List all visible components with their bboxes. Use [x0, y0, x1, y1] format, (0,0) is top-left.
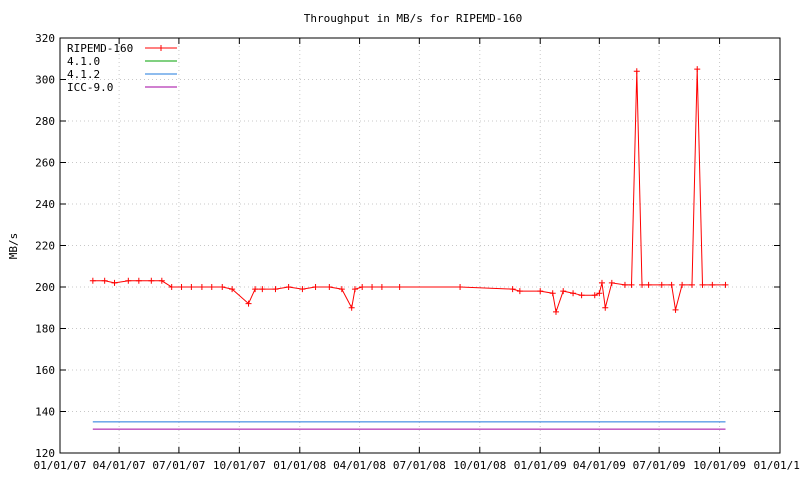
data-point	[348, 304, 355, 311]
y-tick-label: 140	[35, 406, 55, 419]
data-point	[688, 281, 695, 288]
y-tick-label: 300	[35, 74, 55, 87]
data-point	[208, 284, 215, 290]
series-line-0	[92, 69, 726, 314]
x-tick-label: 04/01/07	[93, 459, 146, 472]
series-lines	[89, 66, 729, 430]
data-point	[709, 281, 716, 288]
data-point	[198, 284, 205, 290]
data-point	[639, 281, 646, 288]
x-tick-label: 07/01/07	[152, 459, 205, 472]
data-point	[272, 286, 279, 293]
chart-title: Throughput in MB/s for RIPEMD-160	[304, 12, 523, 25]
data-point	[552, 308, 559, 315]
data-point	[285, 284, 292, 290]
data-point	[125, 277, 132, 284]
x-tick-label: 01/01/10	[754, 459, 800, 472]
data-point	[621, 281, 628, 288]
data-point	[570, 290, 577, 297]
data-point	[326, 284, 333, 290]
data-point	[633, 68, 640, 75]
data-point	[560, 288, 567, 295]
y-tick-label: 200	[35, 281, 55, 294]
y-axis-label: MB/s	[7, 233, 20, 260]
data-point	[591, 292, 598, 299]
data-point	[602, 304, 609, 311]
data-point	[178, 284, 185, 290]
data-point	[679, 281, 686, 288]
data-point	[668, 281, 675, 288]
x-tick-label: 10/01/08	[453, 459, 506, 472]
x-tick-label: 01/01/07	[34, 459, 87, 472]
y-tick-label: 260	[35, 157, 55, 170]
grid-lines	[60, 38, 780, 453]
data-point	[578, 292, 585, 299]
data-point	[101, 277, 108, 284]
data-point	[699, 281, 706, 288]
data-point	[596, 290, 603, 297]
x-tick-label: 04/01/08	[333, 459, 386, 472]
data-point	[229, 286, 236, 293]
data-point	[135, 277, 142, 284]
data-point	[188, 284, 195, 290]
y-tick-label: 180	[35, 323, 55, 336]
x-tick-label: 01/01/09	[514, 459, 567, 472]
y-tick-label: 160	[35, 364, 55, 377]
x-tick-label: 07/01/09	[633, 459, 686, 472]
data-point	[509, 286, 516, 293]
legend-marker	[158, 45, 164, 51]
data-point	[245, 300, 252, 307]
data-point	[549, 290, 556, 297]
data-point	[312, 284, 319, 290]
legend-label: ICC-9.0	[67, 81, 113, 94]
data-point	[351, 286, 358, 293]
data-point	[299, 286, 306, 293]
data-point	[628, 281, 635, 288]
y-tick-label: 320	[35, 32, 55, 45]
data-point	[359, 284, 366, 290]
data-point	[219, 284, 226, 290]
x-tick-label: 10/01/09	[693, 459, 746, 472]
data-point	[396, 284, 403, 290]
x-tick-label: 01/01/08	[273, 459, 326, 472]
data-point	[694, 66, 701, 73]
y-tick-label: 280	[35, 115, 55, 128]
x-tick-label: 10/01/07	[213, 459, 266, 472]
data-point	[158, 277, 165, 284]
data-point	[658, 281, 665, 288]
data-point	[111, 279, 118, 286]
x-tick-label: 07/01/08	[393, 459, 446, 472]
data-point	[89, 277, 96, 284]
data-point	[608, 279, 615, 286]
data-point	[645, 281, 652, 288]
x-tick-label: 04/01/09	[573, 459, 626, 472]
data-point	[537, 288, 544, 295]
data-point	[168, 284, 175, 290]
y-tick-label: 240	[35, 198, 55, 211]
data-point	[516, 288, 523, 295]
data-point	[672, 306, 679, 313]
y-tick-label: 120	[35, 447, 55, 460]
data-point	[252, 286, 259, 293]
data-point	[369, 284, 376, 290]
y-tick-label: 220	[35, 240, 55, 253]
data-point	[378, 284, 385, 290]
legend-label: 4.1.0	[67, 55, 100, 68]
data-point	[457, 284, 464, 290]
legend-label: RIPEMD-160	[67, 42, 133, 55]
data-point	[338, 286, 345, 293]
legend-label: 4.1.2	[67, 68, 100, 81]
data-point	[722, 281, 729, 288]
data-point	[148, 277, 155, 284]
data-point	[259, 286, 266, 293]
axes: 120 140 160 180 200 220 240 260 280 300 320 01/01/0…	[34, 32, 800, 472]
data-point	[598, 279, 605, 286]
